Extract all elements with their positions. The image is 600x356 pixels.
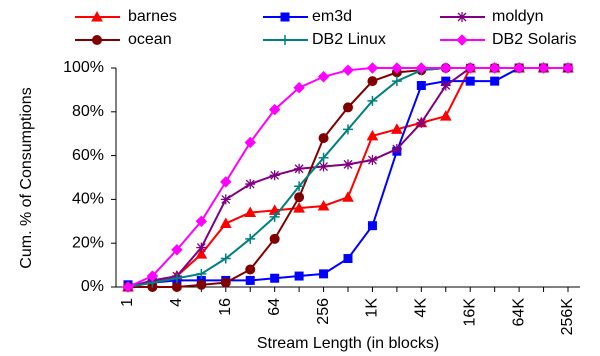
marker (171, 282, 182, 292)
y-axis-title: Cum. % of Consumptions (18, 87, 35, 268)
marker (367, 95, 378, 106)
marker (91, 10, 103, 22)
marker (195, 215, 208, 228)
marker (219, 217, 232, 228)
marker (318, 133, 329, 144)
y-tick-label: 80% (72, 103, 104, 120)
marker (317, 71, 330, 83)
y-tick-label: 0% (81, 278, 104, 295)
marker (293, 82, 305, 94)
series-line (127, 67, 568, 286)
marker (343, 159, 353, 170)
marker (464, 62, 476, 74)
legend-label: barnes (128, 8, 177, 25)
marker (244, 206, 257, 218)
marker (294, 192, 305, 203)
marker (415, 62, 428, 74)
marker (318, 161, 329, 172)
marker (220, 194, 231, 205)
marker (439, 110, 452, 121)
marker (269, 233, 280, 244)
marker (280, 12, 290, 22)
marker (220, 277, 231, 288)
x-tick-label: 16 (217, 298, 234, 316)
legend-label: DB2 Solaris (492, 31, 576, 48)
marker (457, 12, 467, 22)
marker (195, 248, 208, 259)
marker (366, 129, 379, 141)
y-tick-label: 100% (63, 59, 104, 76)
marker (196, 279, 207, 290)
marker (245, 264, 256, 275)
marker (465, 76, 475, 86)
marker (245, 275, 255, 285)
y-tick-label: 60% (72, 147, 104, 164)
x-tick-label: 1 (119, 298, 136, 307)
marker (562, 62, 574, 74)
x-tick-label: 256 (315, 298, 332, 325)
marker (391, 76, 402, 87)
marker (416, 81, 426, 91)
legend-label: ocean (128, 31, 172, 48)
marker (488, 62, 501, 74)
marker (245, 179, 256, 190)
x-tick-label: 64K (510, 298, 527, 327)
marker (456, 34, 468, 46)
marker (269, 170, 280, 181)
marker (220, 253, 231, 264)
x-tick-label: 16K (461, 298, 478, 327)
marker (92, 35, 102, 45)
marker (171, 244, 183, 256)
x-axis-title: Stream Length (in blocks) (257, 335, 439, 352)
marker (391, 144, 402, 155)
marker (294, 163, 305, 174)
marker (318, 152, 329, 163)
y-tick-label: 20% (72, 234, 104, 251)
marker (343, 124, 353, 135)
x-tick-label: 4K (413, 298, 430, 318)
marker (343, 254, 353, 264)
legend-label: DB2 Linux (312, 31, 386, 48)
marker (367, 76, 378, 87)
marker (319, 269, 329, 279)
marker (342, 64, 354, 76)
marker (220, 176, 232, 188)
marker (294, 271, 304, 281)
marker (391, 62, 403, 74)
x-tick-label: 1K (364, 298, 381, 318)
y-tick-label: 40% (72, 191, 104, 208)
marker (270, 273, 280, 283)
marker (171, 273, 182, 284)
marker (244, 136, 256, 149)
marker (391, 123, 403, 134)
x-tick-label: 4 (168, 298, 185, 307)
marker (342, 191, 354, 202)
marker (490, 76, 500, 86)
legend-label: em3d (312, 8, 352, 25)
marker (440, 80, 451, 91)
marker (416, 117, 427, 128)
x-tick-label: 64 (266, 298, 283, 316)
marker (122, 281, 134, 293)
marker (317, 199, 330, 211)
marker (367, 221, 377, 231)
marker (293, 202, 305, 213)
marker (268, 103, 281, 116)
marker (245, 233, 256, 244)
marker (366, 62, 379, 74)
legend-label: moldyn (492, 8, 544, 25)
marker (440, 62, 452, 74)
marker (537, 62, 550, 74)
marker (196, 268, 207, 279)
marker (513, 62, 525, 74)
marker (367, 154, 378, 165)
x-tick-label: 256K (559, 298, 576, 336)
marker (294, 181, 305, 192)
marker (146, 270, 159, 282)
marker (269, 211, 280, 222)
marker (280, 35, 290, 45)
marker (196, 242, 207, 253)
marker (343, 102, 353, 113)
